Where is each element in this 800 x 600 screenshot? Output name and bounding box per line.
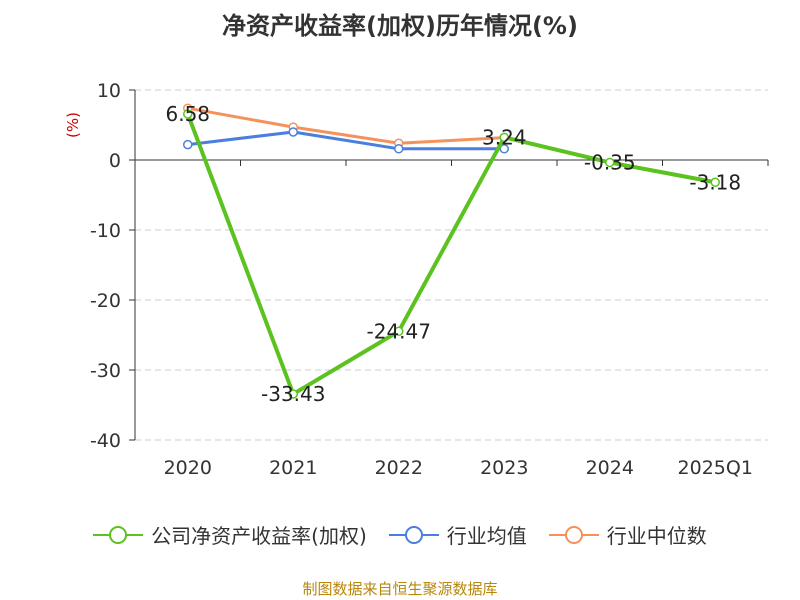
data-label: 6.58 — [165, 102, 210, 126]
y-tick-label: -20 — [90, 290, 121, 312]
data-point — [183, 139, 193, 150]
data-point — [288, 127, 298, 137]
x-tick-label: 2025Q1 — [678, 457, 753, 479]
data-point — [605, 157, 615, 168]
legend-item[interactable]: 公司净资产收益率(加权) — [93, 520, 367, 549]
legend-line-marker-icon — [93, 525, 144, 544]
x-tick-label: 2024 — [586, 457, 634, 479]
data-point — [499, 132, 509, 143]
data-point — [183, 109, 193, 119]
y-tick-label: -30 — [90, 360, 121, 382]
data-point — [710, 177, 720, 188]
chart-title: 净资产收益率(加权)历年情况(%) — [222, 12, 578, 40]
data-point — [394, 326, 404, 337]
data-label: 3.24 — [482, 125, 527, 149]
legend-label: 行业均值 — [446, 524, 527, 548]
legend-item[interactable]: 行业均值 — [388, 520, 527, 549]
y-tick-label: 10 — [97, 80, 121, 102]
series-line — [185, 113, 716, 397]
data-label: -24.47 — [367, 319, 431, 343]
series-line — [187, 130, 505, 151]
y-tick-label: -40 — [90, 430, 121, 452]
x-tick-label: 2023 — [480, 457, 528, 479]
legend-line-marker-icon — [388, 525, 439, 544]
data-label: -3.18 — [689, 170, 741, 194]
roe-line-chart: 10 0 -10 -20 -30 -40 2020 2021 2022 2023 2024 2025Q… — [64, 80, 769, 479]
series-line — [187, 106, 505, 145]
legend-line-marker-icon — [548, 525, 599, 544]
legend-label: 公司净资产收益率(加权) — [151, 524, 367, 548]
data-source-footer: 制图数据来自恒生聚源数据库 — [302, 580, 498, 598]
x-tick-label: 2022 — [375, 457, 423, 479]
data-point — [288, 389, 298, 399]
x-tick-label: 2021 — [269, 457, 317, 479]
x-tick-label: 2020 — [164, 457, 212, 479]
data-point — [394, 144, 404, 154]
data-label: -33.43 — [261, 382, 325, 406]
y-axis-label: (%) — [64, 112, 82, 138]
chart-legend: 公司净资产收益率(加权) 行业均值 行业中位数 — [0, 520, 800, 549]
data-label: -0.35 — [584, 150, 636, 174]
legend-label: 行业中位数 — [606, 524, 707, 548]
y-tick-label: 0 — [109, 150, 121, 172]
legend-item[interactable]: 行业中位数 — [548, 520, 707, 549]
y-tick-label: -10 — [90, 220, 121, 242]
